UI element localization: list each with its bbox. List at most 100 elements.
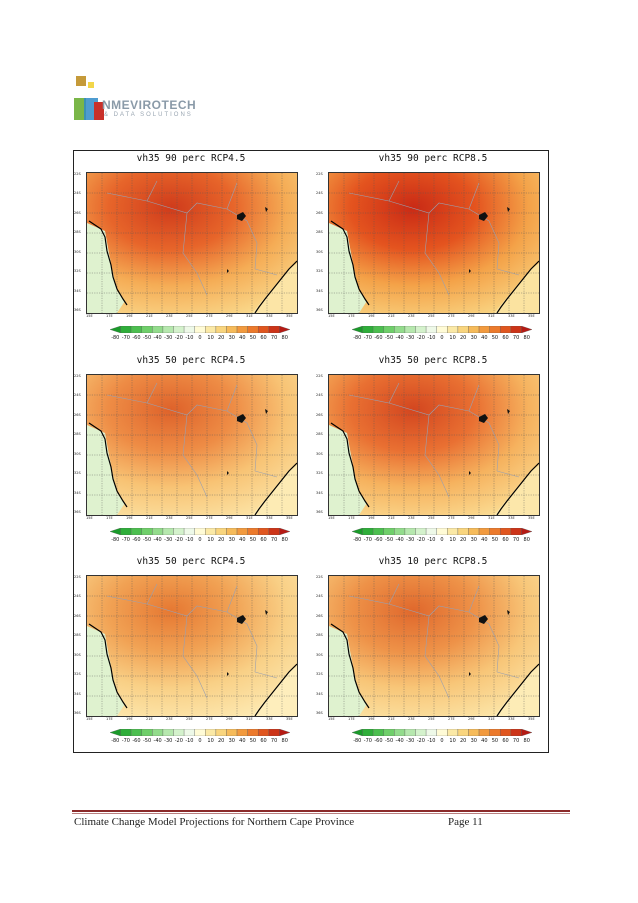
y-tick-label: 26S [74,412,81,417]
x-tick-label: 19E [126,516,133,520]
color-scale-label: -30 [164,738,173,744]
x-tick-label: 17E [348,717,355,721]
color-scale-label: -70 [121,738,130,744]
x-tick-label: 25E [428,314,435,318]
color-scale-swatch [425,528,437,535]
color-scale-label: 30 [228,537,235,543]
y-tick-label: 28S [316,633,323,638]
color-scale-swatch [141,729,153,736]
color-scale-label: 60 [502,537,509,543]
color-scale-label: 20 [217,738,225,744]
x-tick-label: 17E [348,516,355,520]
color-scale-swatch [120,729,132,736]
color-scale-label: -70 [363,738,372,744]
color-scale-swatch [362,729,374,736]
color-scale-swatch [247,729,259,736]
color-scale-swatch [226,528,238,535]
color-scale-swatch [394,528,406,535]
y-tick-label: 26S [316,412,323,417]
map-panel-title: vh35 50 perc RCP4.5 [136,556,246,567]
color-scale-label: 50 [249,335,257,341]
color-scale-swatch [215,326,227,333]
color-scale-swatch [478,528,490,535]
y-tick-label: 22S [74,172,81,176]
color-scale-label: -40 [395,335,404,341]
y-tick-label: 26S [316,613,323,618]
color-scale-label: -50 [384,537,394,543]
x-tick-label: 29E [226,516,233,520]
color-scale-label: 0 [198,537,202,543]
y-tick-label: 32S [74,471,81,476]
color-scale-swatch [120,326,132,333]
color-scale-label: 40 [481,335,488,341]
color-scale-swatch [110,729,121,736]
color-scale-bar [110,729,290,736]
color-scale-swatch [447,326,459,333]
footer-title: Climate Change Model Projections for Nor… [74,816,355,828]
color-scale-label: 80 [281,738,288,744]
map-panel: vh35 10 perc RCP8.5 22S 24S 26S 28S 30S 32S 34S… [316,556,550,756]
x-tick-label: 23E [408,717,415,721]
color-scale-label: -80 [353,537,362,543]
color-scale-swatch [510,326,522,333]
x-tick-label: 25E [186,516,193,520]
color-scale-swatch [120,528,132,535]
x-tick-label: 21E [146,314,153,318]
color-scale-swatch [131,528,142,535]
color-scale-label: 10 [449,738,456,744]
map-panel-title: vh35 90 perc RCP4.5 [136,153,246,164]
y-tick-label: 24S [316,393,323,398]
color-scale-swatch [436,729,448,736]
logo-subtitle: & DATA SOLUTIONS [104,112,193,118]
y-tick-label: 32S [316,471,323,476]
color-scale-label: -80 [353,738,362,744]
color-scale-swatch [183,729,195,736]
color-scale-swatch [162,326,174,333]
color-scale-swatch [352,326,363,333]
y-tick-label: 34S [316,691,323,696]
x-tick-label: 33E [508,717,515,721]
color-scale-swatch [268,326,280,333]
temperature-map [86,172,298,314]
color-scale-swatch [247,326,259,333]
y-tick-label: 28S [74,633,81,638]
color-scale-label: 50 [491,738,499,744]
color-scale-label: 0 [440,738,444,744]
color-scale-label: -10 [427,537,436,543]
color-scale-bar [352,528,532,535]
x-tick-label: 17E [106,717,113,721]
y-tick-label: 22S [316,172,323,176]
x-axis-ticks: 15E 17E 19E 21E 23E 25E 27E 29E 31E 33E 35E [86,314,296,320]
color-scale-label: -60 [374,335,383,341]
x-tick-label: 23E [408,314,415,318]
x-axis-ticks: 15E 17E 19E 21E 23E 25E 27E 29E 31E 33E 35E [328,314,538,320]
y-axis-ticks: 22S 24S 26S 28S 30S 32S 34S 36S [316,172,327,312]
x-tick-label: 17E [348,314,355,318]
x-tick-label: 29E [468,314,475,318]
color-scale-label: -60 [374,537,383,543]
color-scale-label: -80 [111,335,120,341]
map-panel: vh35 90 perc RCP4.5 22S 24S 26S 28S 30S 32S 34S… [74,153,308,353]
color-scale-swatch [447,528,459,535]
x-tick-label: 15E [86,516,93,520]
y-axis-ticks: 22S 24S 26S 28S 30S 32S 34S 36S [316,575,327,715]
color-scale-swatch [162,729,174,736]
color-scale-labels: -80 -70 -60 -50 -40 -30 -20 -10 0 10 20 30 40 50 60 70 8… [110,537,290,543]
color-scale-swatch [173,528,185,535]
color-scale-label: -50 [142,537,152,543]
color-scale-label: 70 [512,738,520,744]
color-scale-label: -10 [185,335,194,341]
color-scale-label: -70 [363,537,372,543]
color-scale-label: 10 [207,335,214,341]
color-scale-swatch [236,528,248,535]
y-axis-ticks: 22S 24S 26S 28S 30S 32S 34S 36S [316,374,327,514]
color-scale-label: 30 [470,537,477,543]
color-scale-swatch [205,729,217,736]
color-scale-swatch [373,326,384,333]
color-scale-label: 40 [239,738,246,744]
color-scale-swatch [457,528,469,535]
color-scale-swatch [279,528,290,535]
color-scale-swatch [394,729,406,736]
x-tick-label: 27E [206,717,213,721]
color-scale-label: -10 [185,537,194,543]
